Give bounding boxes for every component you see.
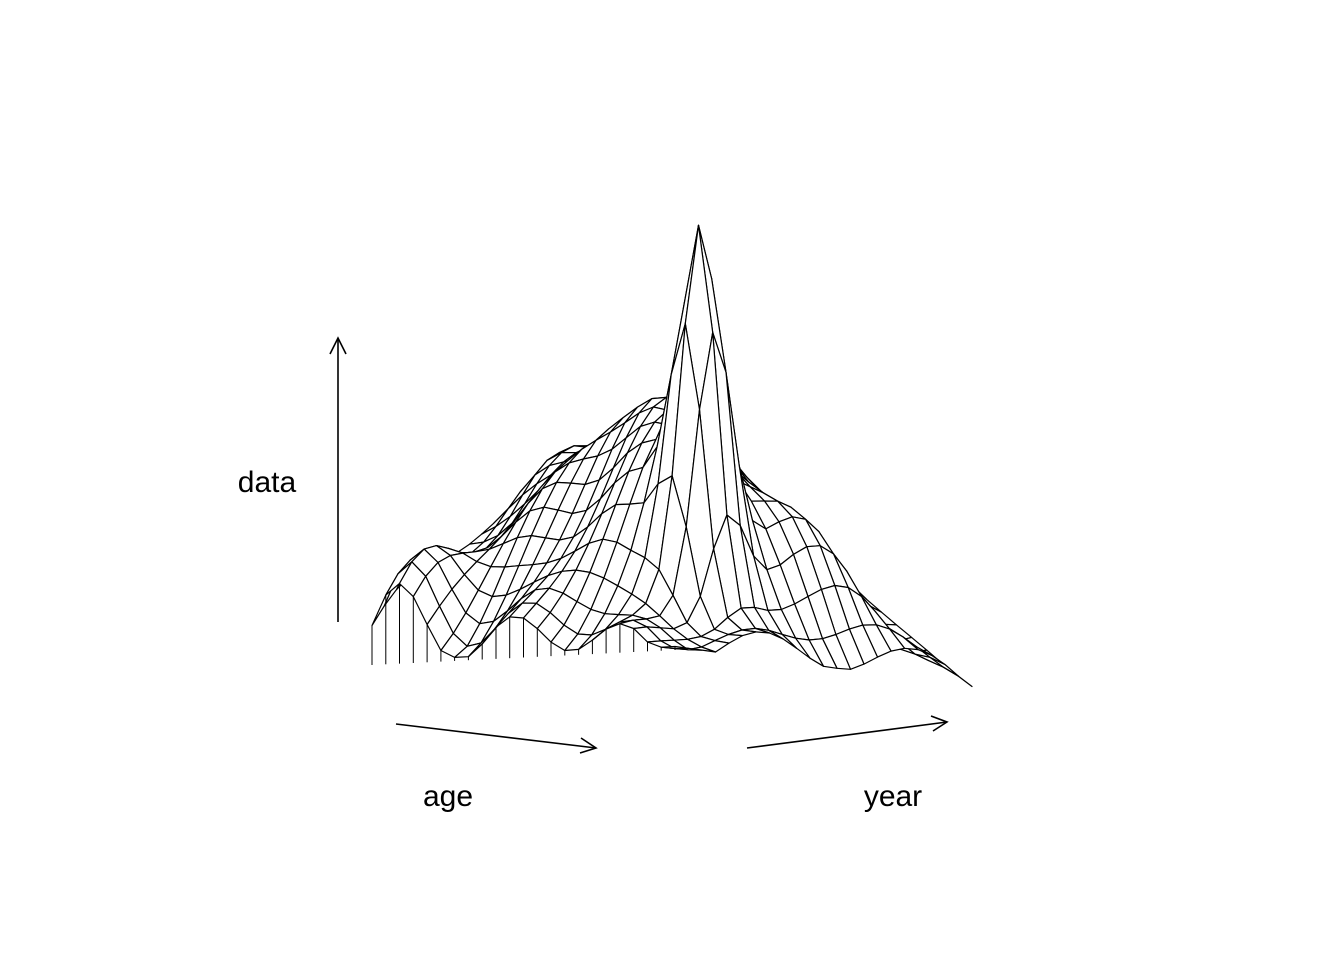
- z-axis: data: [238, 336, 347, 622]
- y-axis-label: year: [864, 780, 922, 813]
- z-axis-arrowhead: [329, 336, 347, 355]
- wireframe-surface: [371, 224, 973, 688]
- y-axis: year: [746, 715, 949, 813]
- surface-facet: [929, 656, 960, 677]
- y-axis-arrowhead: [930, 715, 949, 732]
- x-axis-label: age: [423, 780, 473, 813]
- x-axis: age: [395, 723, 598, 813]
- z-axis-label: data: [238, 466, 297, 499]
- x-axis-arrowhead: [579, 737, 598, 754]
- x-axis-arrow: [395, 723, 597, 749]
- y-axis-arrow: [746, 721, 948, 749]
